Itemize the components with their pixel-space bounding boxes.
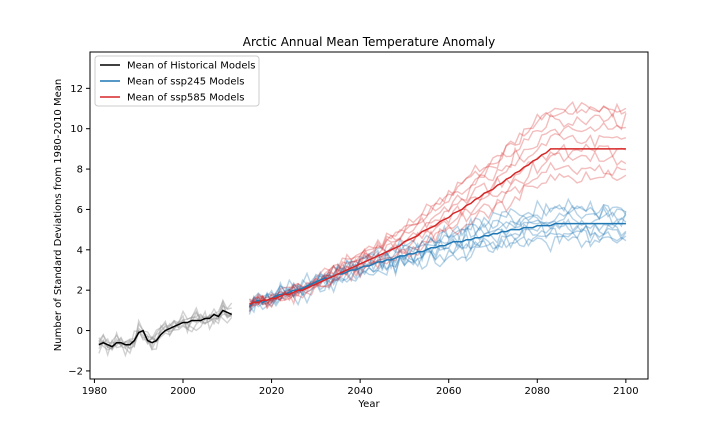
x-tick-label: 2060	[436, 386, 461, 397]
mean-series-lines	[98, 148, 626, 348]
chart-title: Arctic Annual Mean Temperature Anomaly	[243, 35, 495, 49]
ensemble-member-line	[98, 309, 232, 352]
legend: Mean of Historical Models Mean of ssp245 …	[94, 55, 260, 107]
ensemble-member-line	[248, 231, 627, 312]
y-tick-label: 4	[77, 245, 83, 256]
series-line-ssp585	[249, 148, 626, 305]
y-tick-label: 10	[70, 124, 83, 135]
x-axis-label: Year	[357, 399, 380, 410]
x-tick-label: 1980	[82, 386, 107, 397]
x-tick-label: 2040	[347, 386, 372, 397]
x-tick-label: 2100	[613, 386, 638, 397]
plot-area-frame	[89, 51, 649, 380]
y-tick-label: 8	[77, 165, 83, 176]
ensemble-member-line	[249, 112, 627, 303]
ensemble-member-line	[248, 121, 626, 308]
legend-label: Mean of ssp245 Models	[127, 77, 245, 88]
ensemble-member-line	[249, 132, 627, 309]
ensemble-member-line	[248, 168, 627, 306]
legend-box	[94, 55, 260, 107]
x-tick-label: 2000	[170, 386, 195, 397]
y-tick-label: 6	[77, 205, 83, 216]
series-line-historical	[98, 309, 233, 348]
ensemble-member-line	[248, 228, 627, 308]
y-tick-label: 0	[77, 326, 83, 337]
y-tick-label: 2	[77, 286, 83, 297]
ensemble-member-line	[249, 150, 627, 310]
series-line-ssp245	[248, 222, 626, 307]
legend-label: Mean of Historical Models	[127, 61, 256, 72]
y-axis-label: Number of Standard Deviations from 1980-…	[53, 79, 64, 351]
x-axis-ticks: 1980 2000 2020 2040 2060 2080 2100	[82, 379, 639, 397]
ensemble-member-line	[248, 100, 627, 313]
ensemble-member-line	[98, 310, 233, 351]
ensemble-member-line	[98, 302, 233, 354]
ensemble-member-line	[249, 143, 627, 310]
legend-label: Mean of ssp585 Models	[127, 93, 245, 104]
y-tick-label: 12	[70, 84, 83, 95]
ensemble-member-line	[248, 197, 627, 306]
ensemble-member-line	[98, 308, 233, 351]
y-tick-label: −2	[68, 366, 83, 377]
ensemble-member-lines	[98, 100, 627, 358]
ensemble-member-line	[248, 217, 627, 315]
x-tick-label: 2080	[525, 386, 550, 397]
y-axis-ticks: −2 0 2 4 6 8 10 12	[68, 84, 90, 377]
x-tick-label: 2020	[259, 386, 284, 397]
